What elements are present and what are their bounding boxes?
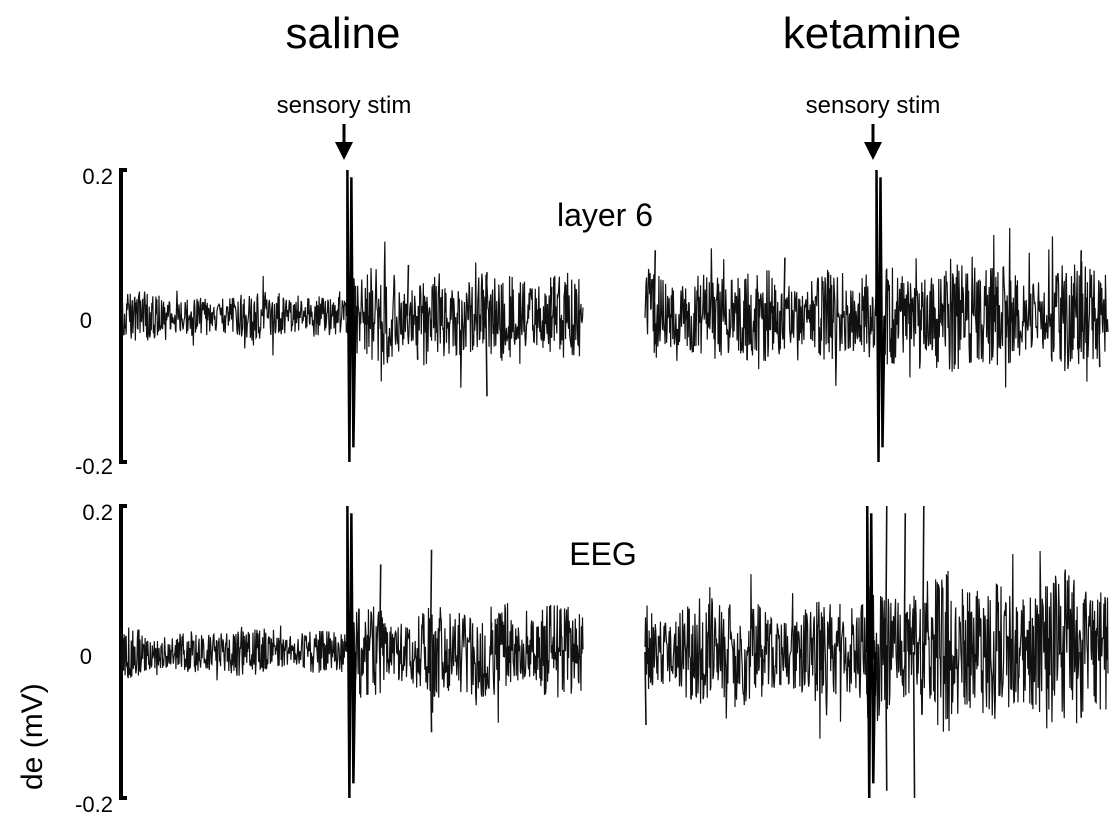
spike-ketamine-eeg-1	[884, 651, 888, 791]
trace-ketamine-eeg	[644, 551, 1109, 739]
spike-saline-eeg-2	[429, 651, 433, 733]
stim-artifact-ketamine-eeg	[865, 505, 877, 799]
spike-ketamine-eeg-0	[884, 505, 888, 653]
spike-saline-layer6-4	[549, 286, 553, 317]
spike-ketamine-eeg-5	[644, 651, 647, 726]
spike-ketamine-eeg-2	[903, 513, 907, 653]
spike-ketamine-layer6-3	[1097, 315, 1101, 368]
panel-label-layer6: layer 6	[557, 197, 653, 233]
condition-title-ketamine: ketamine	[783, 9, 962, 58]
y-axis-top	[119, 168, 127, 464]
spike-saline-eeg-3	[489, 622, 493, 653]
stim-arrow-ketamine	[864, 124, 882, 160]
spike-saline-layer6-2	[485, 272, 488, 317]
panel-label-eeg: EEG	[569, 536, 637, 572]
spike-ketamine-layer6-0	[653, 250, 657, 317]
spike-saline-layer6-1	[415, 315, 419, 360]
spike-saline-eeg-0	[378, 564, 382, 653]
y-axis-label: de (mV)	[16, 683, 49, 790]
spike-ketamine-eeg-4	[912, 651, 916, 799]
ytick-bottom-zero: 0	[80, 644, 92, 669]
ytick-top-min: -0.2	[75, 454, 113, 479]
ytick-top-max: 0.2	[82, 164, 113, 189]
stim-artifact-saline-eeg	[346, 505, 357, 799]
ytick-top-zero: 0	[80, 308, 92, 333]
spike-saline-layer6-0	[406, 264, 410, 317]
ytick-bottom-max: 0.2	[82, 500, 113, 525]
stim-label-ketamine: sensory stim	[806, 92, 941, 119]
traces	[120, 169, 1109, 799]
spike-ketamine-layer6-1	[783, 257, 786, 317]
condition-title-saline: saline	[286, 9, 401, 58]
stim-artifact-ketamine-layer6	[875, 169, 886, 463]
spike-saline-layer6-3	[485, 315, 488, 397]
ytick-bottom-min: -0.2	[75, 792, 113, 817]
spike-ketamine-eeg-6	[1079, 651, 1083, 718]
stim-artifact-saline-layer6	[346, 169, 357, 463]
spike-saline-eeg-1	[429, 549, 433, 653]
stim-label-saline: sensory stim	[277, 92, 412, 119]
spike-ketamine-eeg-3	[922, 505, 925, 653]
spike-ketamine-layer6-2	[1079, 250, 1083, 317]
stim-arrow-saline	[335, 124, 353, 160]
